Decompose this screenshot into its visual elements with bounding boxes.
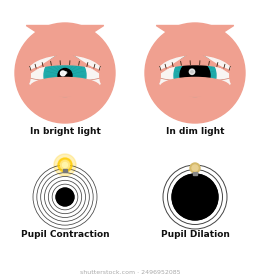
- Ellipse shape: [152, 66, 160, 85]
- Polygon shape: [26, 25, 104, 76]
- FancyBboxPatch shape: [193, 171, 197, 174]
- Text: In bright light: In bright light: [30, 127, 100, 136]
- Circle shape: [65, 72, 67, 74]
- Circle shape: [44, 55, 86, 97]
- Circle shape: [58, 69, 72, 83]
- Ellipse shape: [230, 66, 238, 85]
- Circle shape: [192, 165, 198, 171]
- Ellipse shape: [160, 78, 230, 97]
- Circle shape: [54, 154, 76, 176]
- Text: Pupil Dilation: Pupil Dilation: [161, 230, 229, 239]
- Circle shape: [62, 162, 68, 167]
- Circle shape: [189, 69, 195, 74]
- Ellipse shape: [156, 56, 234, 95]
- Circle shape: [56, 188, 74, 206]
- Ellipse shape: [30, 78, 100, 97]
- FancyBboxPatch shape: [63, 169, 67, 171]
- Text: shutterstock.com · 2496952085: shutterstock.com · 2496952085: [80, 270, 180, 275]
- Circle shape: [172, 174, 218, 220]
- Text: Pupil Contraction: Pupil Contraction: [21, 230, 109, 239]
- Ellipse shape: [100, 66, 108, 85]
- Polygon shape: [156, 25, 234, 76]
- Circle shape: [61, 160, 69, 169]
- Circle shape: [190, 163, 200, 173]
- Circle shape: [180, 60, 210, 90]
- Circle shape: [58, 158, 72, 172]
- Circle shape: [15, 23, 115, 123]
- Circle shape: [174, 55, 216, 97]
- Ellipse shape: [22, 66, 30, 85]
- Circle shape: [61, 71, 65, 76]
- Circle shape: [145, 23, 245, 123]
- Ellipse shape: [26, 56, 104, 95]
- Text: In dim light: In dim light: [166, 127, 224, 136]
